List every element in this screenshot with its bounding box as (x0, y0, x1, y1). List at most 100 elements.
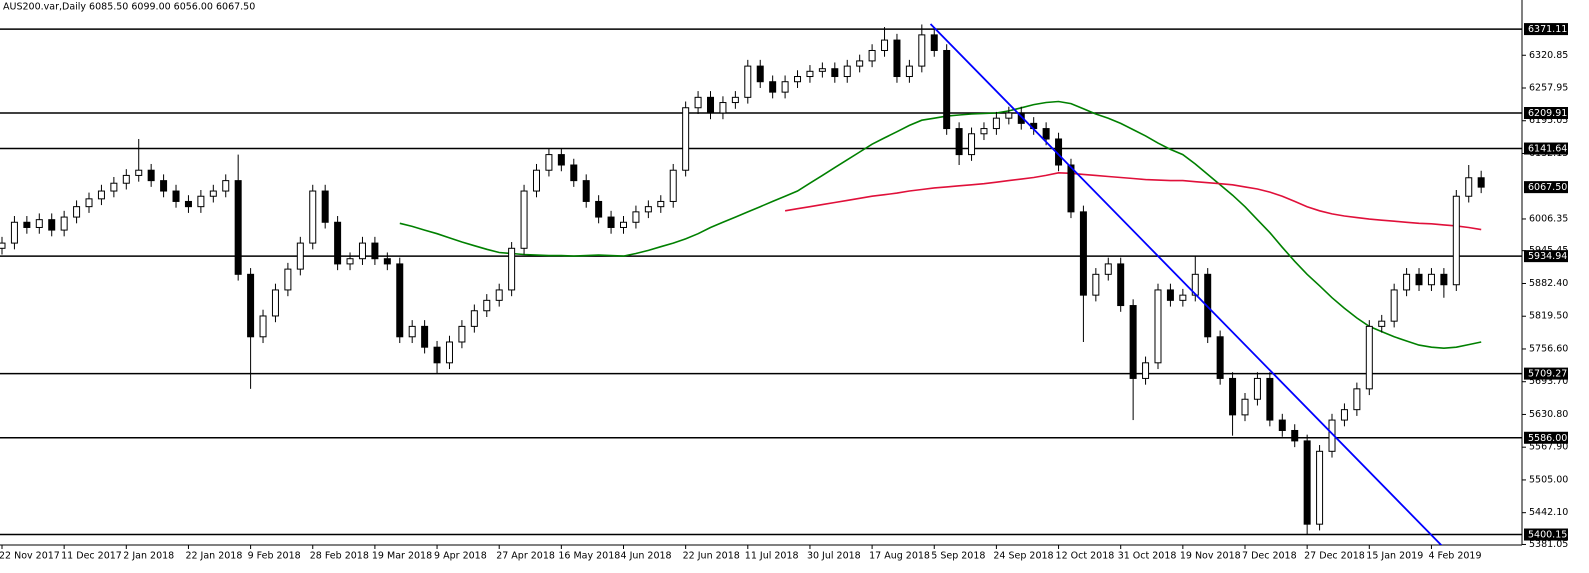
candle-body (868, 49, 876, 62)
level-label: 6141.64 (1528, 144, 1567, 155)
level-label: 5400.15 (1528, 530, 1567, 541)
trendline (929, 23, 1443, 545)
x-tick-label: 7 Dec 2018 (1242, 551, 1297, 562)
candle-body (1403, 273, 1411, 291)
candle-body (1440, 273, 1448, 286)
x-tick-label: 11 Jul 2018 (745, 551, 799, 562)
y-tick-label: 5630.80 (1529, 409, 1568, 420)
candle-body (110, 182, 118, 192)
candle-body (60, 216, 68, 231)
x-tick-label: 4 Jun 2018 (621, 551, 672, 562)
candle-body (557, 154, 565, 166)
candle-body (520, 190, 528, 249)
candle-body (1303, 440, 1311, 525)
candle-body (271, 289, 279, 317)
candle-body (1378, 320, 1386, 327)
candle-body (1365, 325, 1373, 390)
level-label-box (1524, 142, 1568, 155)
candle-body (881, 39, 889, 51)
chart-title: AUS200.var,Daily 6085.50 6099.00 6056.00… (3, 2, 255, 13)
y-tick-label: 5442.10 (1529, 507, 1568, 518)
x-tick-label: 11 Dec 2017 (61, 551, 122, 562)
candle-body (433, 346, 441, 364)
candle-body (1253, 377, 1261, 400)
y-tick-label: 5381.05 (1529, 539, 1568, 550)
x-tick-label: 5 Sep 2018 (931, 551, 985, 562)
x-tick-label: 19 Nov 2018 (1180, 551, 1241, 562)
y-tick-label: 5756.60 (1529, 343, 1568, 354)
x-tick-label: 9 Apr 2018 (434, 551, 487, 562)
price-marker-box (1524, 181, 1568, 194)
y-tick-label: 5505.00 (1529, 474, 1568, 485)
candle-body (1465, 177, 1473, 197)
candle-body (707, 96, 715, 114)
candle-body (1216, 336, 1224, 379)
candle-body (582, 180, 590, 202)
candle-body (1017, 112, 1025, 124)
candle-body (309, 190, 317, 244)
candle-body (321, 190, 329, 223)
candle-body (122, 174, 130, 184)
level-label: 5934.94 (1528, 251, 1567, 262)
candle-body (1278, 419, 1286, 431)
candle-body (1452, 195, 1460, 286)
candle-body (234, 180, 242, 275)
candle-body (197, 195, 205, 208)
candle-body (247, 273, 255, 338)
candle-body (408, 325, 416, 338)
x-tick-label: 4 Feb 2019 (1428, 551, 1481, 562)
candle-body (1179, 294, 1187, 301)
level-label: 5586.00 (1528, 433, 1567, 444)
candle-body (10, 221, 18, 244)
candle-body (943, 49, 951, 130)
candle-body (794, 76, 802, 83)
candle-body (445, 341, 453, 364)
candle-body (831, 68, 839, 78)
candle-body (682, 107, 690, 171)
candle-body (980, 128, 988, 135)
candle-body (209, 190, 217, 197)
candle-body (184, 200, 192, 208)
candle-body (1415, 273, 1423, 286)
candle-body (694, 96, 702, 109)
level-label-box (1524, 107, 1568, 120)
candle-body (495, 289, 503, 301)
candle-body (135, 169, 143, 176)
x-tick-label: 22 Jun 2018 (683, 551, 740, 562)
candle-body (818, 68, 826, 72)
candle-body (1477, 177, 1485, 188)
level-label-box (1524, 250, 1568, 263)
level-label: 5709.27 (1528, 369, 1567, 380)
candle-body (1042, 128, 1050, 140)
candle-body (1427, 273, 1435, 286)
candle-body (97, 190, 105, 200)
candle-body (334, 221, 342, 265)
y-tick-label: 5882.40 (1529, 278, 1568, 289)
x-tick-label: 15 Jan 2019 (1366, 551, 1423, 562)
candle-body (383, 258, 391, 265)
candle-body (259, 315, 267, 338)
candle-body (508, 247, 516, 291)
candle-body (930, 34, 938, 51)
candle-body (371, 242, 379, 260)
candle-body (1316, 450, 1324, 525)
candle-body (172, 190, 180, 202)
candle-body (843, 65, 851, 78)
candle-body (632, 211, 640, 223)
x-tick-label: 24 Sep 2018 (993, 551, 1053, 562)
candle-body (1229, 377, 1237, 416)
candle-body (806, 70, 814, 78)
candle-body (284, 268, 292, 291)
candle-body (719, 102, 727, 114)
candle-body (893, 39, 901, 78)
candle-body (955, 128, 963, 156)
candle-body (620, 221, 627, 228)
candle-body (222, 180, 230, 192)
candle-body (781, 81, 789, 93)
x-tick-label: 12 Oct 2018 (1056, 551, 1115, 562)
y-tick-label: 6195.05 (1529, 115, 1568, 126)
candle-body (85, 198, 93, 208)
candle-body (532, 169, 540, 192)
